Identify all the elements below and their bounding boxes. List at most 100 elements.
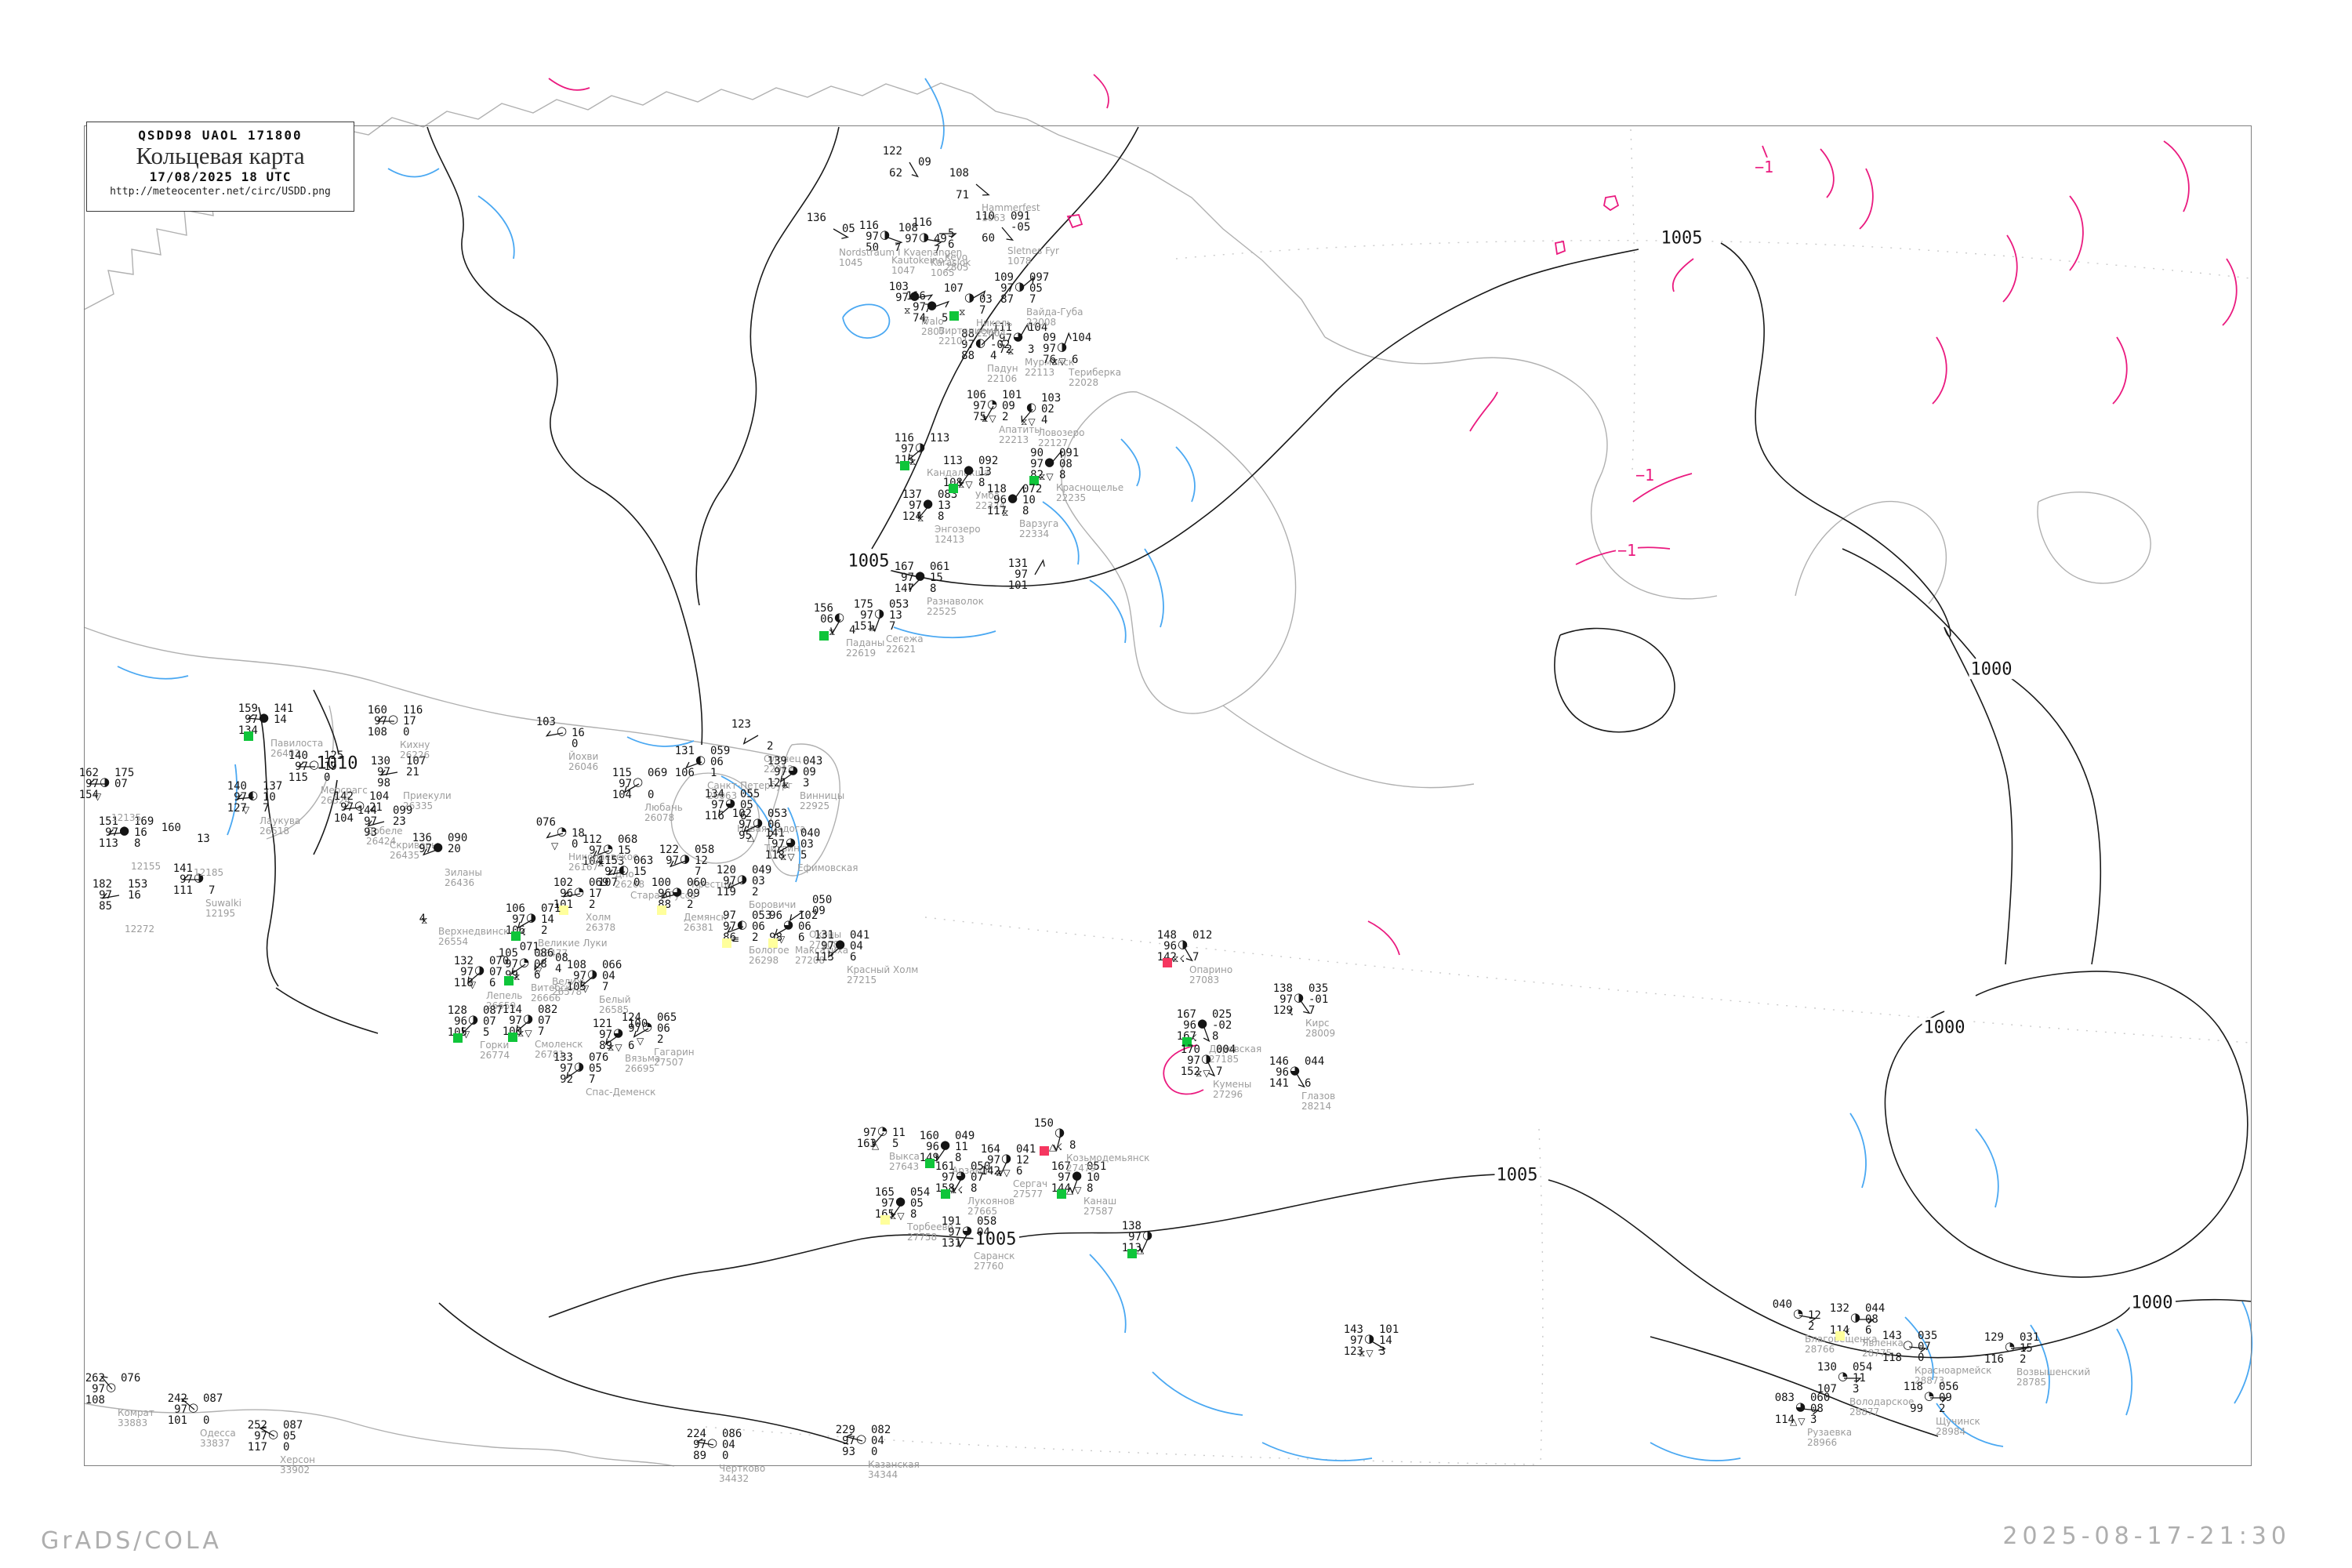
dewpoint-value: 7 (889, 620, 896, 633)
cloud-cover-icon: ◔ (557, 824, 568, 838)
humidity-value: 97 (460, 966, 474, 978)
station-id: 26378 (586, 922, 616, 933)
tendency-value: 08 (555, 952, 568, 964)
tendency-value: 08 (1865, 1313, 1878, 1326)
pressure-value: 118 (1903, 1381, 1923, 1393)
station-name: Демянск (684, 912, 727, 923)
pressure-value: 224 (686, 1428, 706, 1440)
green-precip-marker-icon (925, 1159, 935, 1168)
station-name: Крестцы (691, 879, 735, 890)
station-name: Любань (644, 802, 683, 813)
yellow-precip-marker-icon (880, 1215, 890, 1225)
cloud-cover-icon: ◑ (474, 963, 485, 977)
geopotential-value: 040 (800, 827, 821, 840)
tendency-value: 07 (1918, 1341, 1931, 1353)
pressure-value: 136 (412, 832, 432, 844)
station-name: Верхнедвинск (438, 926, 510, 937)
temperature-value: 92 (560, 1073, 573, 1086)
tendency-value: 04 (602, 970, 615, 982)
wind-barb-icon (789, 910, 804, 922)
weather-symbol-icon: ▽ (535, 965, 543, 976)
pressure-value: 134 (704, 788, 724, 800)
geopotential-value: 031 (2020, 1331, 2040, 1344)
cloud-cover-icon: ◑ (523, 1011, 534, 1025)
wind-barb-icon (88, 779, 106, 785)
weather-symbol-icon: ▽ (921, 314, 930, 325)
geopotential-value: 055 (740, 788, 760, 800)
tendency-value: 02 (1041, 403, 1054, 416)
dewpoint-value: 0 (572, 838, 579, 851)
dewpoint-value: 0 (324, 771, 331, 784)
humidity-value: 97 (948, 1226, 961, 1239)
humidity-value: 97 (881, 1197, 895, 1210)
station-id: 27208 (795, 955, 826, 966)
cloud-cover-icon: ◐ (1026, 400, 1037, 414)
humidity-value: 97 (987, 1154, 1000, 1167)
station-id: 26781 (535, 1049, 565, 1060)
dewpoint-value: 2 (767, 740, 774, 753)
geopotential-value: 060 (1810, 1392, 1831, 1404)
cloud-cover-icon: ◔ (1793, 1306, 1804, 1320)
station-id: 27296 (1213, 1089, 1243, 1100)
tendency-value: 12 (695, 855, 708, 867)
temperature-value: 124 (902, 510, 922, 523)
temperature-value: 108 (85, 1394, 105, 1406)
dewpoint-value: 8 (938, 510, 945, 523)
wind-barb-icon (998, 1160, 1008, 1177)
wind-barb-icon (236, 793, 255, 800)
humidity-value: 97 (1128, 1231, 1142, 1243)
wind-barb-icon (872, 1132, 884, 1147)
temperature-value: 131 (941, 1237, 961, 1250)
weather-symbol-icon: ▽ (469, 979, 477, 990)
station-name: Новая Ладога (737, 823, 806, 834)
wind-barb-icon (833, 228, 849, 239)
pressure-value: 162 (78, 767, 99, 779)
dewpoint-value: 3 (618, 855, 625, 868)
tendency-value: 14 (274, 713, 287, 726)
weather-symbol-icon: ▽ (778, 934, 786, 945)
dewpoint-value: 2 (1808, 1320, 1815, 1333)
humidity-value: 96 (560, 887, 573, 900)
tendency-value: 21 (369, 801, 383, 814)
dewpoint-value: 7 (209, 884, 216, 897)
pressure-value: 111 (992, 321, 1012, 334)
station-id: 28873 (1915, 1375, 1945, 1386)
cloud-cover-icon: ◔ (642, 1019, 653, 1033)
cloud-cover-icon: ● (1044, 455, 1055, 469)
cloud-cover-icon: ◐ (975, 336, 986, 350)
cloud-cover-icon: ◑ (1178, 937, 1189, 951)
station-id: 27587 (1083, 1206, 1114, 1217)
station-name: Скриверы (390, 840, 439, 851)
station-name: Казанская (868, 1459, 920, 1470)
pressure-value: 108 (898, 222, 918, 234)
wind-barb-icon (462, 1021, 475, 1035)
tendency-value: 5 (948, 227, 955, 240)
station-name: Сергач (1013, 1178, 1048, 1189)
pressure-value: 229 (835, 1424, 855, 1436)
wind-barb-icon (975, 183, 990, 196)
isallobar-label: −1 (1752, 157, 1776, 176)
humidity-value: 97 (174, 1403, 187, 1416)
cloud-cover-icon: ◑ (964, 290, 975, 304)
wind-barb-icon (727, 880, 744, 890)
source-url[interactable]: http://meteocenter.net/circ/USDD.png (110, 186, 331, 198)
pressure-value: 150 (1033, 1117, 1054, 1130)
cloud-cover-icon: ● (895, 1194, 906, 1208)
pressure-value: 191 (941, 1215, 961, 1228)
station-name: Олонец (764, 753, 801, 764)
map-frame (84, 125, 2252, 1466)
temperature-value: 98 (377, 777, 390, 789)
station-id: 26666 (531, 993, 561, 1004)
geopotential-value: 044 (1865, 1302, 1886, 1315)
cloud-cover-icon: ◑ (100, 775, 111, 789)
geopotential-value: 076 (121, 1372, 141, 1385)
dewpoint-value: 2 (2020, 1353, 2027, 1366)
tendency-value: 13 (889, 609, 902, 622)
wind-barb-icon (684, 761, 702, 769)
temperature-value: 89 (599, 1040, 612, 1052)
geopotential-value: 091 (1059, 447, 1080, 459)
weather-symbol-icon: △ (872, 1140, 880, 1151)
tendency-value: 09 (1939, 1392, 1952, 1404)
tendency-value: 09 (1002, 400, 1015, 412)
green-precip-marker-icon (1057, 1189, 1066, 1199)
